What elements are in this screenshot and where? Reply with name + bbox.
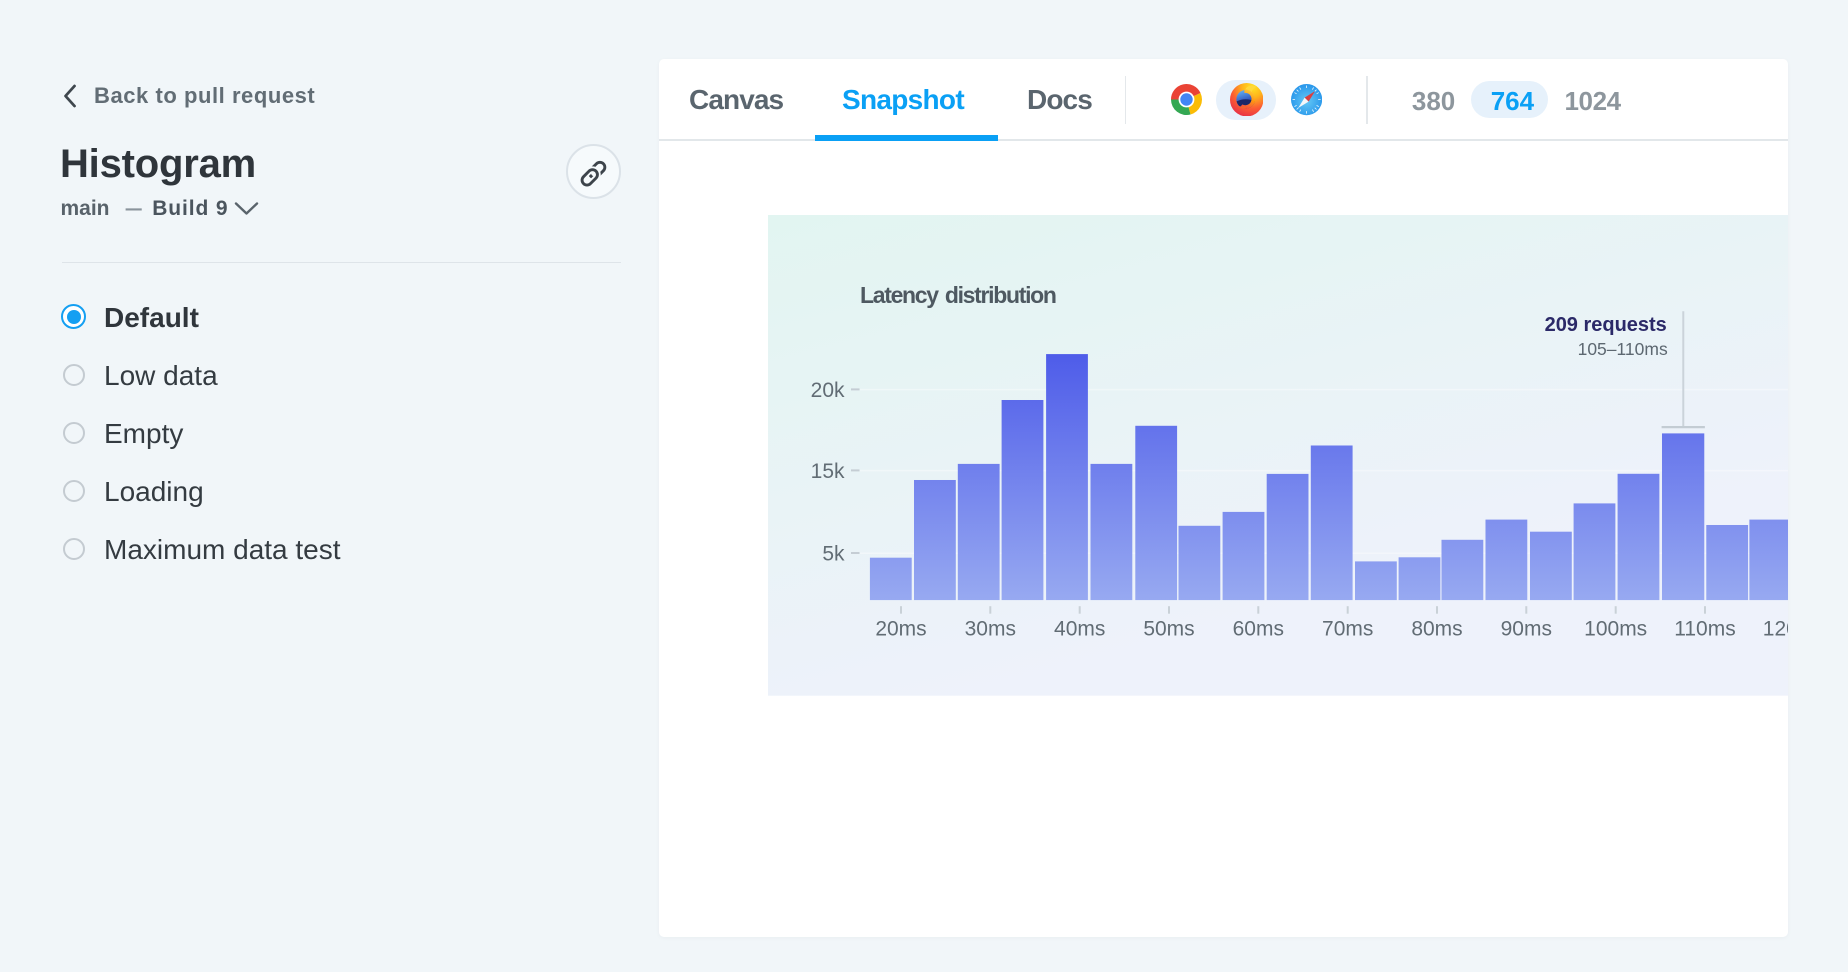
- svg-text:20ms: 20ms: [875, 618, 926, 641]
- svg-text:60ms: 60ms: [1233, 618, 1284, 641]
- svg-text:15k: 15k: [811, 460, 845, 483]
- svg-text:20k: 20k: [811, 379, 845, 402]
- svg-text:5k: 5k: [822, 543, 845, 566]
- svg-text:110ms: 110ms: [1674, 618, 1735, 641]
- svg-text:30ms: 30ms: [965, 618, 1016, 641]
- svg-text:209 requests: 209 requests: [1545, 314, 1667, 336]
- svg-text:50ms: 50ms: [1143, 618, 1194, 641]
- svg-text:100ms: 100ms: [1584, 618, 1647, 641]
- svg-text:Latency distribution: Latency distribution: [860, 282, 1056, 308]
- svg-text:105–110ms: 105–110ms: [1578, 339, 1668, 359]
- svg-text:120ms: 120ms: [1763, 618, 1788, 641]
- svg-text:40ms: 40ms: [1054, 618, 1105, 641]
- svg-text:70ms: 70ms: [1322, 618, 1373, 641]
- svg-text:80ms: 80ms: [1411, 618, 1462, 641]
- svg-text:90ms: 90ms: [1501, 618, 1552, 641]
